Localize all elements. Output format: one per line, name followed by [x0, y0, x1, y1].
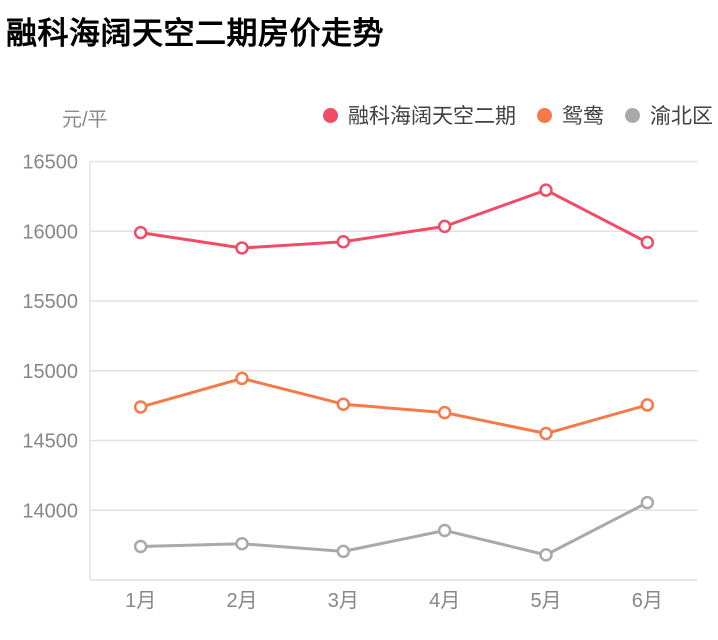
- data-point: [235, 536, 249, 551]
- chart-legend: 融科海阔天空二期 鸳鸯 渝北区: [323, 100, 713, 130]
- data-point: [336, 234, 351, 249]
- data-point: [539, 426, 553, 441]
- series-line-2: [139, 501, 649, 557]
- x-tick-label: 3月: [328, 590, 359, 612]
- legend-item-label: 鸳鸯: [562, 105, 604, 128]
- data-point: [640, 235, 655, 250]
- data-point: [539, 183, 553, 197]
- legend-marker-icon: [323, 107, 338, 123]
- data-point: [336, 397, 351, 411]
- series-line-0: [139, 188, 649, 250]
- y-tick-label: 16500: [22, 152, 78, 174]
- y-tick-label: 16000: [22, 221, 78, 243]
- x-tick-label: 1月: [125, 590, 156, 612]
- price-trend-chart: 14000 14500 15000 15500 16000 16500 1月 2月 3月 4月 5月…: [22, 152, 698, 612]
- y-axis-unit-label: 元/平: [62, 109, 108, 131]
- data-point: [235, 241, 249, 255]
- data-point: [133, 400, 148, 414]
- legend-item-label: 渝北区: [650, 105, 713, 128]
- y-tick-label: 14500: [22, 431, 78, 453]
- legend-item-complex[interactable]: 融科海阔天空二期: [323, 100, 516, 130]
- legend-marker-icon: [537, 107, 552, 123]
- chart-header-row: 元/平 融科海阔天空二期 鸳鸯 渝北区: [0, 100, 718, 131]
- data-point: [235, 371, 249, 386]
- y-tick-label: 15500: [22, 291, 78, 313]
- legend-marker-icon: [625, 107, 640, 123]
- data-point: [437, 523, 452, 538]
- data-point: [133, 225, 148, 240]
- data-point: [539, 548, 553, 562]
- x-tick-label: 4月: [429, 590, 460, 612]
- data-point: [133, 539, 148, 554]
- data-point: [640, 398, 655, 412]
- x-tick-label: 2月: [226, 590, 257, 612]
- legend-item-label: 融科海阔天空二期: [348, 105, 516, 128]
- data-point: [336, 544, 351, 559]
- legend-item-yuanyang[interactable]: 鸳鸯: [537, 100, 604, 130]
- data-point: [640, 495, 655, 510]
- y-tick-label: 14000: [22, 500, 78, 522]
- x-tick-label: 6月: [632, 590, 663, 612]
- data-point: [437, 405, 452, 420]
- legend-item-yubei[interactable]: 渝北区: [625, 100, 713, 130]
- x-tick-label: 5月: [530, 590, 561, 612]
- y-tick-label: 15000: [22, 361, 78, 383]
- page-title: 融科海阔天空二期房价走势: [6, 16, 384, 51]
- series-line-1: [139, 376, 649, 436]
- data-point: [437, 219, 452, 234]
